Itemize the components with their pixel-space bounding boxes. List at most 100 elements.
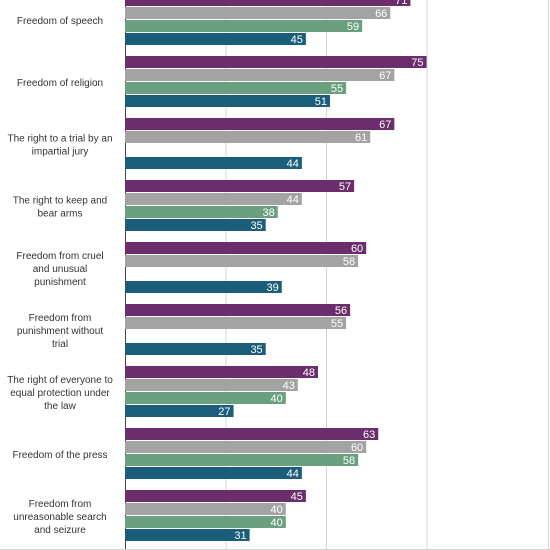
category-label: Freedom from punishment without trial bbox=[17, 313, 103, 350]
category-label-line: punishment without bbox=[17, 326, 103, 337]
bar bbox=[125, 82, 347, 94]
bar bbox=[125, 131, 371, 143]
data-label: 31 bbox=[234, 530, 246, 542]
data-label: 44 bbox=[287, 158, 299, 170]
data-label: 38 bbox=[263, 207, 275, 219]
category-label-line: bear arms bbox=[37, 209, 82, 220]
data-label: 45 bbox=[291, 491, 303, 503]
bar bbox=[125, 20, 363, 32]
category-label-line: Freedom of religion bbox=[17, 78, 103, 89]
bar bbox=[125, 405, 234, 417]
data-label: 58 bbox=[343, 455, 355, 467]
bar-group: 71 66 59 45 bbox=[125, 0, 411, 46]
data-label: 61 bbox=[355, 132, 367, 144]
data-label: 35 bbox=[250, 344, 262, 356]
bar bbox=[125, 281, 282, 293]
data-label: 55 bbox=[331, 318, 343, 330]
data-label: 43 bbox=[283, 380, 295, 392]
data-label: 71 bbox=[395, 0, 407, 7]
bar bbox=[125, 343, 266, 355]
data-label: 45 bbox=[291, 34, 303, 46]
bar bbox=[125, 467, 302, 479]
bar bbox=[125, 503, 286, 515]
data-label: 40 bbox=[271, 393, 283, 405]
bar bbox=[125, 56, 427, 68]
data-label: 67 bbox=[379, 70, 391, 82]
category-label-line: equal protection under bbox=[10, 388, 110, 399]
category-label-line: Freedom of speech bbox=[17, 16, 103, 27]
category-label-line: Freedom of the press bbox=[12, 450, 107, 461]
data-label: 27 bbox=[218, 406, 230, 418]
bar bbox=[125, 0, 411, 6]
category-label: Freedom of the press bbox=[12, 450, 107, 461]
data-label: 40 bbox=[271, 504, 283, 516]
bar bbox=[125, 392, 286, 404]
data-label: 44 bbox=[287, 194, 299, 206]
data-label: 55 bbox=[331, 83, 343, 95]
data-label: 35 bbox=[250, 220, 262, 232]
bar bbox=[125, 366, 318, 378]
category-label: Freedom of speech bbox=[17, 16, 103, 27]
bar bbox=[125, 454, 359, 466]
category-labels: Freedom of speech Freedom of religion The … bbox=[7, 16, 113, 536]
bar-group: 75 67 55 51 bbox=[125, 56, 427, 108]
bar bbox=[125, 441, 367, 453]
data-label: 48 bbox=[303, 367, 315, 379]
category-label: The right of everyone to equal protection… bbox=[7, 375, 113, 412]
category-label-line: The right of everyone to bbox=[7, 375, 113, 386]
data-label: 59 bbox=[347, 21, 359, 33]
category-label-line: The right to a trial by an bbox=[7, 134, 112, 145]
bar bbox=[125, 157, 302, 169]
bar bbox=[125, 206, 278, 218]
data-label: 60 bbox=[351, 243, 363, 255]
category-label-line: unreasonable search bbox=[13, 512, 106, 523]
data-label: 51 bbox=[315, 96, 327, 108]
bar bbox=[125, 529, 250, 541]
bar bbox=[125, 180, 355, 192]
category-label-line: impartial jury bbox=[32, 147, 89, 158]
data-label: 67 bbox=[379, 119, 391, 131]
category-label-line: Freedom from cruel bbox=[16, 251, 103, 262]
data-label: 60 bbox=[351, 442, 363, 454]
category-label-line: Freedom from bbox=[29, 313, 92, 324]
category-label: The right to a trial by an impartial jury bbox=[7, 134, 112, 158]
category-label: Freedom of religion bbox=[17, 78, 103, 89]
category-label-line: and unusual bbox=[33, 264, 88, 275]
category-label-line: the law bbox=[44, 401, 76, 412]
category-label: Freedom from unreasonable search and seizu… bbox=[13, 499, 106, 536]
data-label: 75 bbox=[411, 57, 423, 69]
data-label: 58 bbox=[343, 256, 355, 268]
bar bbox=[125, 118, 395, 130]
bar bbox=[125, 428, 379, 440]
bar bbox=[125, 304, 351, 316]
bar bbox=[125, 317, 347, 329]
bar bbox=[125, 242, 367, 254]
category-label-line: punishment bbox=[34, 277, 86, 288]
bar bbox=[125, 516, 286, 528]
bar-group: 67 61 44 bbox=[125, 118, 395, 170]
category-label-line: Freedom from bbox=[29, 499, 92, 510]
data-label: 40 bbox=[271, 517, 283, 529]
bar bbox=[125, 255, 359, 267]
bar bbox=[125, 95, 331, 107]
data-label: 63 bbox=[363, 429, 375, 441]
data-label: 66 bbox=[375, 8, 387, 20]
data-label: 39 bbox=[267, 282, 279, 294]
data-label: 44 bbox=[287, 468, 299, 480]
category-label: The right to keep and bear arms bbox=[13, 196, 108, 220]
bar bbox=[125, 69, 395, 81]
bar bbox=[125, 193, 302, 205]
bar bbox=[125, 33, 306, 45]
bars: 7166594575675551676144574438356058395655… bbox=[125, 0, 427, 542]
bar bbox=[125, 7, 391, 19]
data-label: 57 bbox=[339, 181, 351, 193]
bar bbox=[125, 379, 298, 391]
